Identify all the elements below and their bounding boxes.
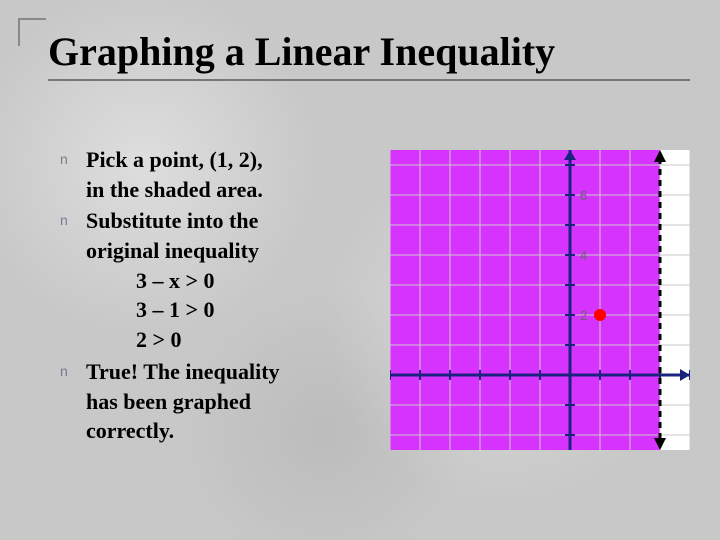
svg-text:4: 4 [580, 248, 587, 263]
bullet-text: Substitute into the original inequality … [86, 206, 259, 354]
bullet-marker: n [60, 206, 86, 354]
bullet-list: n Pick a point, (1, 2), in the shaded ar… [60, 145, 370, 448]
bullet-text: True! The inequality has been graphed co… [86, 357, 280, 446]
bullet-item: n Substitute into the original inequalit… [60, 206, 370, 354]
bullet-item: n Pick a point, (1, 2), in the shaded ar… [60, 145, 370, 204]
bullet-marker: n [60, 357, 86, 446]
bullet-item: n True! The inequality has been graphed … [60, 357, 370, 446]
bullet-text: Pick a point, (1, 2), in the shaded area… [86, 145, 263, 204]
bullet-marker: n [60, 145, 86, 204]
svg-text:6: 6 [580, 188, 587, 203]
title-block: Graphing a Linear Inequality [48, 28, 690, 81]
inequality-graph: 2 4 6 [390, 150, 690, 450]
slide-title: Graphing a Linear Inequality [48, 28, 690, 75]
slide-corner-decoration [18, 18, 46, 46]
title-underline [48, 79, 690, 81]
svg-text:2: 2 [580, 308, 587, 323]
